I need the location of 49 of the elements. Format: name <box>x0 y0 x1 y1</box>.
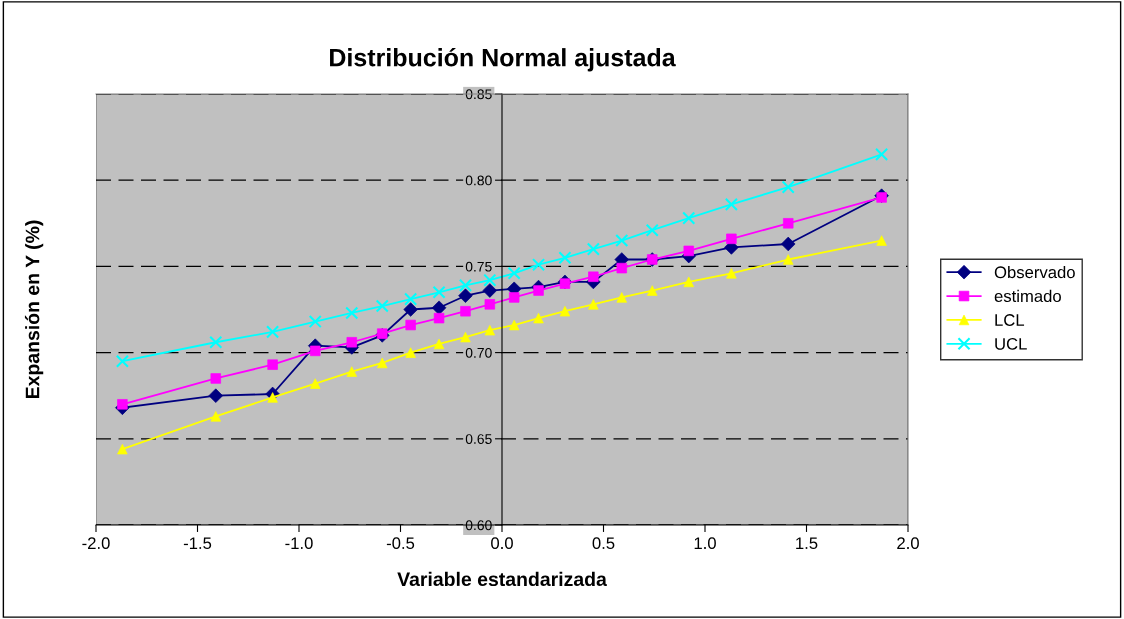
y-tick-label: 0.85 <box>465 89 492 100</box>
point <box>507 266 521 280</box>
point <box>310 345 321 357</box>
point <box>531 258 546 272</box>
point <box>266 325 280 339</box>
point <box>875 147 889 161</box>
point <box>375 299 389 313</box>
x-tick-label: 1.5 <box>796 537 818 550</box>
point <box>432 285 446 299</box>
x-tick-label: 2.0 <box>897 537 919 550</box>
point <box>559 278 571 289</box>
x-tick-label: 0.0 <box>491 537 513 550</box>
point <box>458 288 473 303</box>
legend-label: Observado <box>994 265 1075 279</box>
point <box>458 278 473 292</box>
x-tick-label: -0.5 <box>386 537 415 550</box>
point <box>404 292 418 306</box>
point <box>345 306 359 320</box>
point <box>115 354 129 368</box>
x-tick-label: 0.5 <box>592 537 615 550</box>
point <box>616 262 627 274</box>
legend-label: LCL <box>995 314 1025 326</box>
y-tick-label: 0.65 <box>465 434 492 444</box>
point <box>483 273 497 287</box>
point <box>433 312 445 324</box>
point <box>683 245 694 257</box>
y-axis-title: Expansión en Y (%) <box>24 220 44 399</box>
chart-title: Distribución Normal ajustada <box>330 47 676 72</box>
x-tick-label: -1.5 <box>183 537 212 550</box>
x-tick-label: -1.0 <box>285 537 313 550</box>
point <box>724 197 738 211</box>
point <box>615 233 629 248</box>
y-tick-label: 0.60 <box>465 520 492 531</box>
point <box>586 242 600 256</box>
point <box>783 218 794 229</box>
point <box>308 314 322 329</box>
y-tick-label: 0.75 <box>465 261 492 272</box>
point <box>645 223 659 237</box>
point <box>209 335 223 349</box>
legend-label: estimado <box>994 289 1061 303</box>
point <box>781 180 795 194</box>
x-tick-label: 1.0 <box>694 537 716 550</box>
x-axis-title: Variable estandarizada <box>397 571 607 587</box>
x-tick-label: -2.0 <box>82 537 110 550</box>
y-tick-label: 0.80 <box>465 175 492 186</box>
y-tick-label: 0.70 <box>465 347 492 358</box>
point <box>558 251 572 265</box>
point <box>682 211 696 225</box>
legend-label: UCL <box>995 337 1027 350</box>
